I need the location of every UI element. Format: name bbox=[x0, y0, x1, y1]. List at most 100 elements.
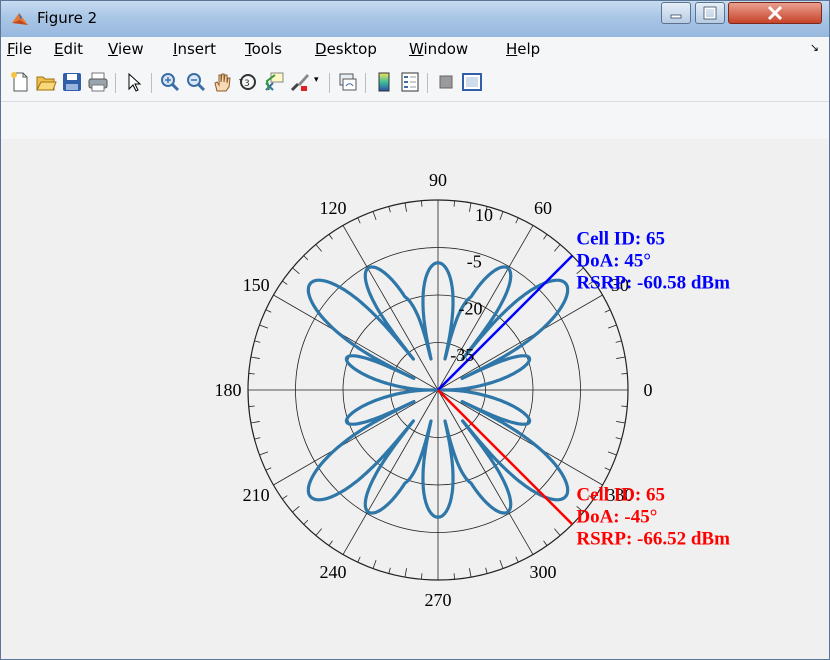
polar-tick-mark bbox=[248, 405, 255, 407]
insert-legend-icon[interactable] bbox=[399, 71, 421, 93]
polar-spoke bbox=[342, 225, 439, 391]
polar-tick-mark bbox=[328, 234, 333, 240]
polar-tick-mark bbox=[421, 573, 423, 580]
edit-plot-pointer-icon[interactable] bbox=[123, 71, 145, 93]
polar-ticks bbox=[248, 200, 628, 580]
polar-tick-mark bbox=[616, 421, 626, 424]
polar-grid bbox=[247, 199, 629, 581]
polar-tick-mark bbox=[576, 267, 584, 274]
radial-tick-label: 10 bbox=[475, 205, 493, 225]
toolbar-separator bbox=[427, 73, 428, 93]
radial-tick-label: -5 bbox=[467, 252, 482, 272]
polar-tick-mark bbox=[621, 405, 628, 407]
menu-bar: File Edit View Insert Tools Desktop Wind… bbox=[1, 37, 829, 61]
polar-spoke bbox=[273, 389, 439, 486]
minimize-button[interactable] bbox=[661, 2, 691, 24]
angle-tick-labels: 0 30 60 90 120 150 180 210 240 270 300 330 bbox=[215, 170, 653, 610]
polar-tick-mark bbox=[499, 211, 504, 221]
angle-tick-label: 90 bbox=[429, 170, 447, 190]
toolbar: 3 ▾ bbox=[1, 61, 829, 139]
doa-callout-text: DoA: 45° bbox=[576, 251, 651, 272]
maximize-button[interactable] bbox=[695, 2, 725, 24]
menu-view[interactable]: View bbox=[108, 40, 144, 58]
window-title: Figure 2 bbox=[37, 9, 98, 27]
brush-dropdown-icon[interactable]: ▾ bbox=[314, 75, 319, 85]
menu-desktop[interactable]: Desktop bbox=[315, 40, 377, 58]
polar-spoke bbox=[342, 389, 439, 555]
polar-tick-mark bbox=[607, 451, 617, 456]
polar-tick-mark bbox=[604, 467, 611, 471]
radial-tick-label: -35 bbox=[450, 345, 474, 365]
polar-tick-mark bbox=[254, 340, 261, 343]
polar-tick-mark bbox=[248, 373, 255, 375]
doa-marker-line bbox=[437, 254, 574, 391]
show-plot-tools-icon[interactable] bbox=[461, 71, 483, 93]
toolbar-separator bbox=[329, 73, 330, 93]
angle-tick-label: 60 bbox=[534, 198, 552, 218]
doa-markers bbox=[437, 254, 574, 526]
polar-tick-mark bbox=[576, 506, 584, 513]
angle-tick-label: 150 bbox=[243, 275, 270, 295]
link-plot-icon[interactable] bbox=[337, 71, 359, 93]
polar-tick-mark bbox=[292, 267, 300, 274]
menu-overflow-icon[interactable]: ↘ bbox=[809, 41, 819, 54]
polar-spoke bbox=[437, 389, 603, 486]
polar-tick-mark bbox=[357, 556, 361, 563]
polar-tick-mark bbox=[282, 280, 288, 285]
brush-icon[interactable] bbox=[289, 71, 311, 93]
save-icon[interactable] bbox=[61, 71, 83, 93]
polar-tick-mark bbox=[388, 206, 391, 213]
polar-tick-mark bbox=[303, 255, 309, 261]
angle-tick-label: 240 bbox=[320, 562, 347, 582]
polar-tick-mark bbox=[265, 467, 272, 471]
polar-tick-mark bbox=[485, 567, 488, 574]
angle-tick-label: 120 bbox=[320, 198, 347, 218]
polar-spoke bbox=[437, 294, 603, 391]
polar-tick-mark bbox=[259, 324, 269, 329]
beam-pattern-series bbox=[306, 261, 570, 519]
radial-tick-labels: 10 -5 -20 -35 bbox=[450, 205, 493, 365]
polar-tick-mark bbox=[543, 234, 548, 240]
polar-tick-mark bbox=[372, 559, 377, 569]
close-button[interactable] bbox=[728, 2, 822, 24]
doa-marker-line bbox=[437, 389, 574, 526]
pan-hand-icon[interactable] bbox=[211, 71, 233, 93]
title-bar[interactable]: Figure 2 bbox=[1, 1, 829, 37]
menu-edit[interactable]: Edit bbox=[54, 40, 84, 58]
print-icon[interactable] bbox=[87, 71, 109, 93]
polar-plot: 0 30 60 90 120 150 180 210 240 270 300 330 10 -5 -20 -… bbox=[215, 170, 731, 610]
polar-tick-mark bbox=[607, 324, 617, 329]
svg-text:3: 3 bbox=[244, 79, 250, 89]
polar-tick-mark bbox=[265, 309, 272, 313]
angle-tick-label: 180 bbox=[215, 380, 242, 400]
toolbar-separator bbox=[151, 73, 152, 93]
insert-colorbar-icon[interactable] bbox=[373, 71, 395, 93]
menu-help[interactable]: Help bbox=[506, 40, 541, 58]
polar-tick-mark bbox=[485, 206, 488, 213]
polar-tick-mark bbox=[404, 202, 407, 212]
open-file-icon[interactable] bbox=[35, 71, 57, 93]
toolbar-separator bbox=[115, 73, 116, 93]
polar-tick-mark bbox=[515, 556, 519, 563]
data-cursor-icon[interactable] bbox=[263, 71, 285, 93]
polar-tick-mark bbox=[604, 309, 611, 313]
rotate-3d-icon[interactable]: 3 bbox=[237, 71, 259, 93]
zoom-in-icon[interactable] bbox=[159, 71, 181, 93]
polar-tick-mark bbox=[616, 356, 626, 359]
polar-tick-mark bbox=[453, 573, 455, 580]
doa-callout-text: Cell ID: 65 bbox=[576, 229, 665, 250]
hide-plot-tools-icon[interactable] bbox=[435, 71, 457, 93]
polar-tick-mark bbox=[554, 244, 561, 252]
matlab-logo-icon bbox=[12, 13, 28, 25]
new-figure-icon[interactable] bbox=[9, 71, 31, 93]
menu-insert[interactable]: Insert bbox=[173, 40, 217, 58]
menu-tools[interactable]: Tools bbox=[245, 40, 282, 58]
zoom-out-icon[interactable] bbox=[185, 71, 207, 93]
polar-tick-mark bbox=[388, 567, 391, 574]
polar-tick-mark bbox=[292, 506, 300, 513]
polar-spoke bbox=[273, 294, 439, 391]
menu-window[interactable]: Window bbox=[409, 40, 469, 58]
menu-file[interactable]: File bbox=[7, 40, 33, 58]
toolbar-separator bbox=[365, 73, 366, 93]
